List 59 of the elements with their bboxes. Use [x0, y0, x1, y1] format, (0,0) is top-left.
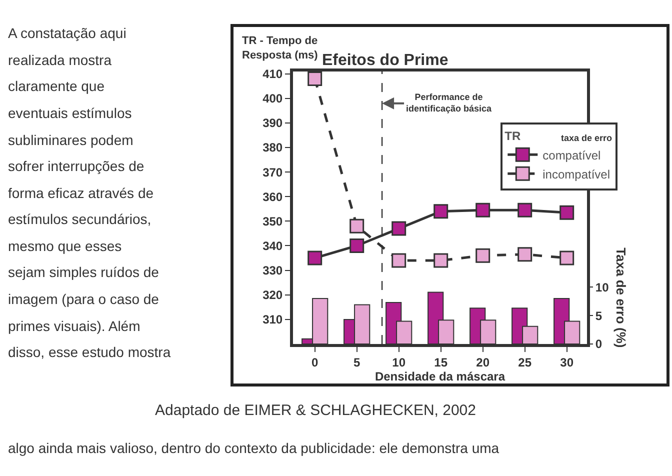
- text: Adaptado de EIMER & SCHLAGHECKEN, 2002: [155, 402, 476, 419]
- x-axis-title: Densidade da máscara: [374, 369, 506, 384]
- y-tick-label: 330: [262, 263, 283, 278]
- legend-title: TR: [504, 129, 521, 144]
- y-axis-title: TR - Tempo de Resposta (ms): [242, 35, 318, 62]
- text: disso, esse estudo mostra: [8, 344, 171, 360]
- text: A constatação aqui: [8, 25, 126, 41]
- point: [476, 202, 490, 218]
- point: [308, 250, 322, 266]
- annotation: taxa de erro: [561, 133, 613, 143]
- point: [560, 250, 574, 266]
- text: estímulos secundários,: [8, 211, 152, 227]
- y2-tick-label: 0: [595, 337, 602, 352]
- point: [350, 218, 364, 234]
- y-tick-label: 400: [262, 92, 283, 106]
- text: realizada mostra: [8, 52, 112, 68]
- legend-label: incompatível: [542, 167, 610, 182]
- text: forma eficaz através de: [8, 185, 154, 201]
- point: [434, 204, 448, 219]
- ref-line-label: Performance de identificação básica: [406, 92, 493, 114]
- text: sofrer interrupções de: [8, 158, 144, 174]
- x-tick-label: 30: [560, 355, 574, 370]
- text: sejam simples ruídos de: [8, 264, 160, 280]
- y-tick-label: 370: [262, 165, 283, 180]
- x-tick-label: 20: [476, 355, 490, 370]
- y2-tick-label: 5: [595, 308, 602, 323]
- y-tick-label: 340: [262, 238, 283, 253]
- chart-title: Efeitos do Prime: [322, 52, 448, 69]
- point: [560, 205, 574, 220]
- point: [476, 248, 490, 263]
- text: primes visuais). Além: [8, 318, 140, 334]
- x-tick-label: 10: [392, 355, 406, 370]
- point: [392, 221, 406, 236]
- text: imagem (para o caso de: [8, 291, 160, 307]
- y-tick-label: 350: [262, 214, 283, 228]
- point: [392, 253, 406, 268]
- text: subliminares podem: [8, 132, 134, 148]
- text: algo ainda mais valioso, dentro do contexto da publicidade: ele demonstra uma: [8, 440, 500, 456]
- text: eventuais estímulos: [8, 105, 132, 121]
- text: mesmo que esses: [8, 238, 122, 254]
- y-tick-label: 410: [262, 67, 283, 82]
- point: [518, 202, 532, 218]
- y-tick-label: 320: [262, 288, 283, 302]
- point: [434, 253, 448, 268]
- y-tick-label: 380: [262, 140, 283, 155]
- y-tick-label: 310: [262, 312, 283, 327]
- point: [350, 238, 364, 253]
- legend-label: compatível: [542, 148, 601, 162]
- point: [308, 72, 322, 86]
- y2-tick-label: 10: [595, 280, 610, 294]
- text: claramente que: [8, 78, 105, 94]
- y-tick-label: 390: [262, 116, 283, 130]
- x-tick-label: 5: [353, 355, 360, 370]
- x-tick-label: 0: [311, 355, 318, 370]
- x-tick-label: 25: [518, 355, 532, 370]
- point: [518, 247, 532, 262]
- y-tick-label: 360: [262, 190, 283, 204]
- x-tick-label: 15: [434, 355, 448, 370]
- y2-axis-title: Taxa de erro (%): [614, 248, 629, 348]
